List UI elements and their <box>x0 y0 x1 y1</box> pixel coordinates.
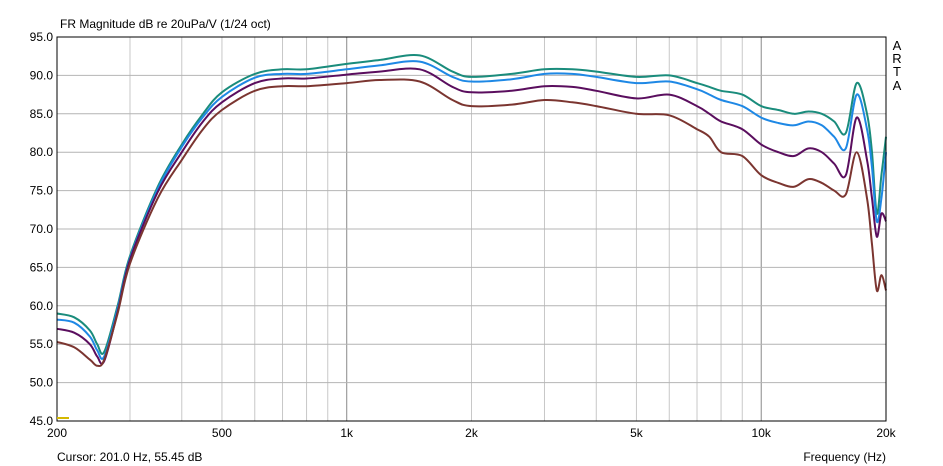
y-tick-label: 60.0 <box>30 299 54 313</box>
brand-letter: A <box>893 38 902 53</box>
y-tick-label: 85.0 <box>30 107 54 121</box>
brand-letter: T <box>893 64 901 79</box>
y-tick-label: 95.0 <box>30 30 54 44</box>
series-layer <box>56 53 887 368</box>
brand-letter: R <box>892 51 901 66</box>
y-tick-label: 90.0 <box>30 68 54 82</box>
y-axis: 95.0 90.0 85.0 80.0 75.0 70.0 65.0 60.0 55.0 50.0… <box>30 30 54 428</box>
y-tick-label: 70.0 <box>30 222 54 236</box>
x-tick-label: 2k <box>465 426 479 440</box>
y-tick-label: 55.0 <box>30 337 54 351</box>
series-line-3 <box>56 67 887 365</box>
grid-major <box>57 37 886 421</box>
x-tick-label: 200 <box>47 426 67 440</box>
cursor-readout: Cursor: 201.0 Hz, 55.45 dB <box>57 450 202 464</box>
x-axis: 200 500 1k 2k 5k 10k 20k <box>47 426 897 440</box>
y-tick-label: 65.0 <box>30 260 54 274</box>
x-tick-label: 500 <box>212 426 232 440</box>
series-line-2 <box>56 60 887 360</box>
brand-letter: A <box>893 78 902 93</box>
chart-title: FR Magnitude dB re 20uPa/V (1/24 oct) <box>60 17 271 31</box>
y-tick-label: 50.0 <box>30 376 54 390</box>
x-tick-label: 20k <box>876 426 896 440</box>
x-tick-label: 10k <box>752 426 772 440</box>
x-axis-label: Frequency (Hz) <box>803 450 886 464</box>
arta-brand-label: A R T A <box>892 38 901 93</box>
series-line-4 <box>56 78 887 368</box>
y-tick-label: 80.0 <box>30 145 54 159</box>
plot-frame <box>56 36 887 422</box>
x-tick-label: 5k <box>630 426 644 440</box>
x-tick-label: 1k <box>340 426 354 440</box>
y-tick-label: 45.0 <box>30 414 54 428</box>
y-tick-label: 75.0 <box>30 184 54 198</box>
